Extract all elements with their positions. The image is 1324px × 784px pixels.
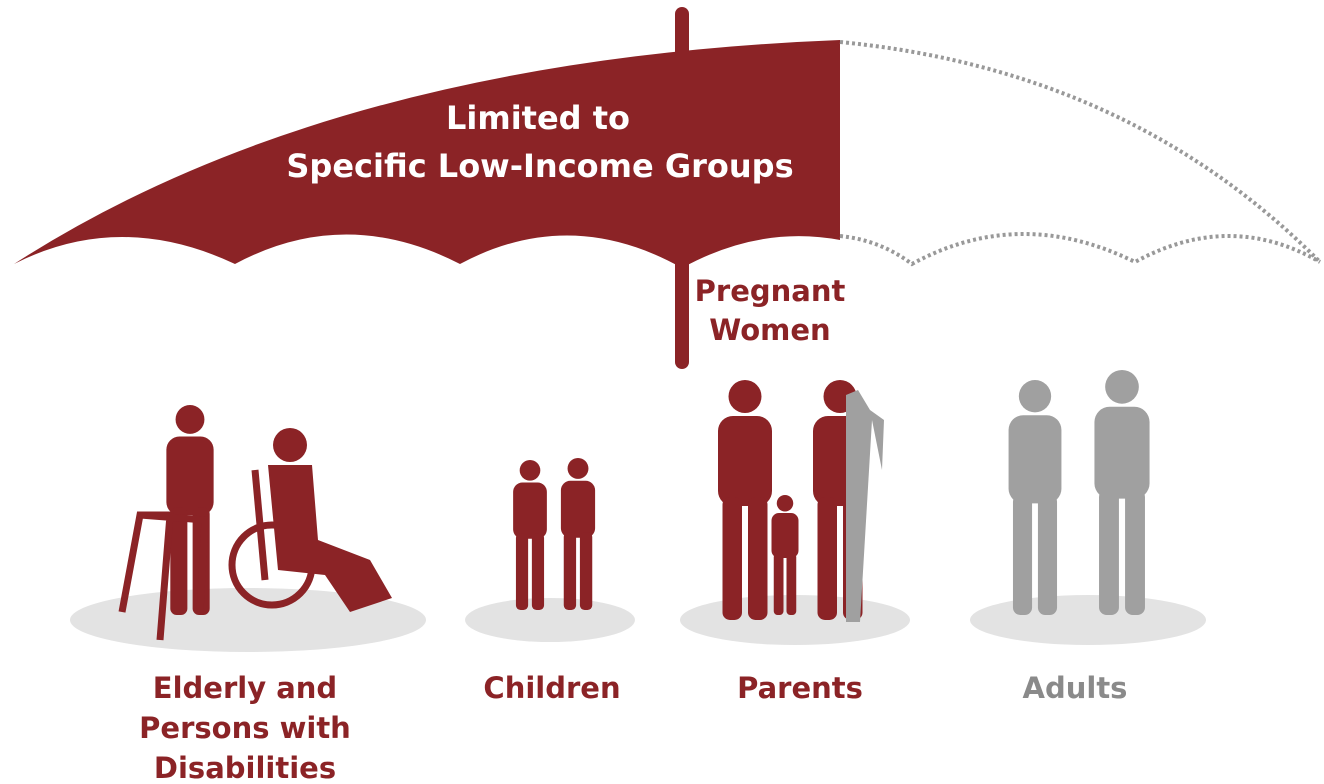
person-head [567, 458, 589, 479]
umbrella-outline-dotted [839, 40, 1322, 267]
person-leg [1125, 489, 1145, 615]
person-body [166, 436, 214, 516]
person-head [273, 428, 307, 462]
group-label: Persons with [139, 711, 351, 745]
group-label: Parents [737, 671, 863, 705]
umbrella-label: Specific Low-Income Groups [286, 147, 793, 185]
walker [118, 511, 209, 641]
handle-label: Pregnant [695, 274, 846, 308]
person-leg [1037, 494, 1058, 615]
group-label: Children [483, 671, 620, 705]
person-head [728, 380, 762, 413]
figures [70, 370, 1206, 652]
person-head [776, 495, 794, 512]
handle-label: Women [709, 313, 830, 347]
seated-person [268, 465, 392, 612]
group-label: Disabilities [154, 751, 336, 784]
uncovered-half [846, 390, 884, 622]
person-leg [773, 553, 784, 615]
person-body [1008, 415, 1062, 504]
chair-back [251, 469, 269, 581]
person-body [771, 513, 799, 558]
person-head [1105, 370, 1139, 404]
person-leg [1012, 494, 1033, 615]
shadow [970, 595, 1206, 645]
umbrella-label: Limited to [446, 99, 630, 137]
person-leg [1099, 489, 1119, 615]
person-leg [748, 497, 768, 620]
person-head [519, 460, 541, 481]
person-body [560, 480, 596, 538]
person-leg [817, 497, 837, 620]
person-body [1094, 406, 1150, 499]
group-label: Adults [1023, 671, 1128, 705]
shadow [465, 598, 635, 642]
person-leg [531, 533, 545, 610]
umbrella-canopy [14, 40, 840, 268]
person-leg [170, 507, 188, 615]
person-leg [563, 532, 577, 610]
person-head [175, 405, 205, 434]
person-leg [515, 533, 529, 610]
person-leg [786, 553, 797, 615]
person-leg [722, 497, 742, 620]
person-body [513, 482, 547, 539]
person-leg [579, 532, 593, 610]
person-head [1018, 380, 1052, 413]
group-label: Elderly and [153, 671, 337, 705]
person-body [718, 416, 772, 506]
